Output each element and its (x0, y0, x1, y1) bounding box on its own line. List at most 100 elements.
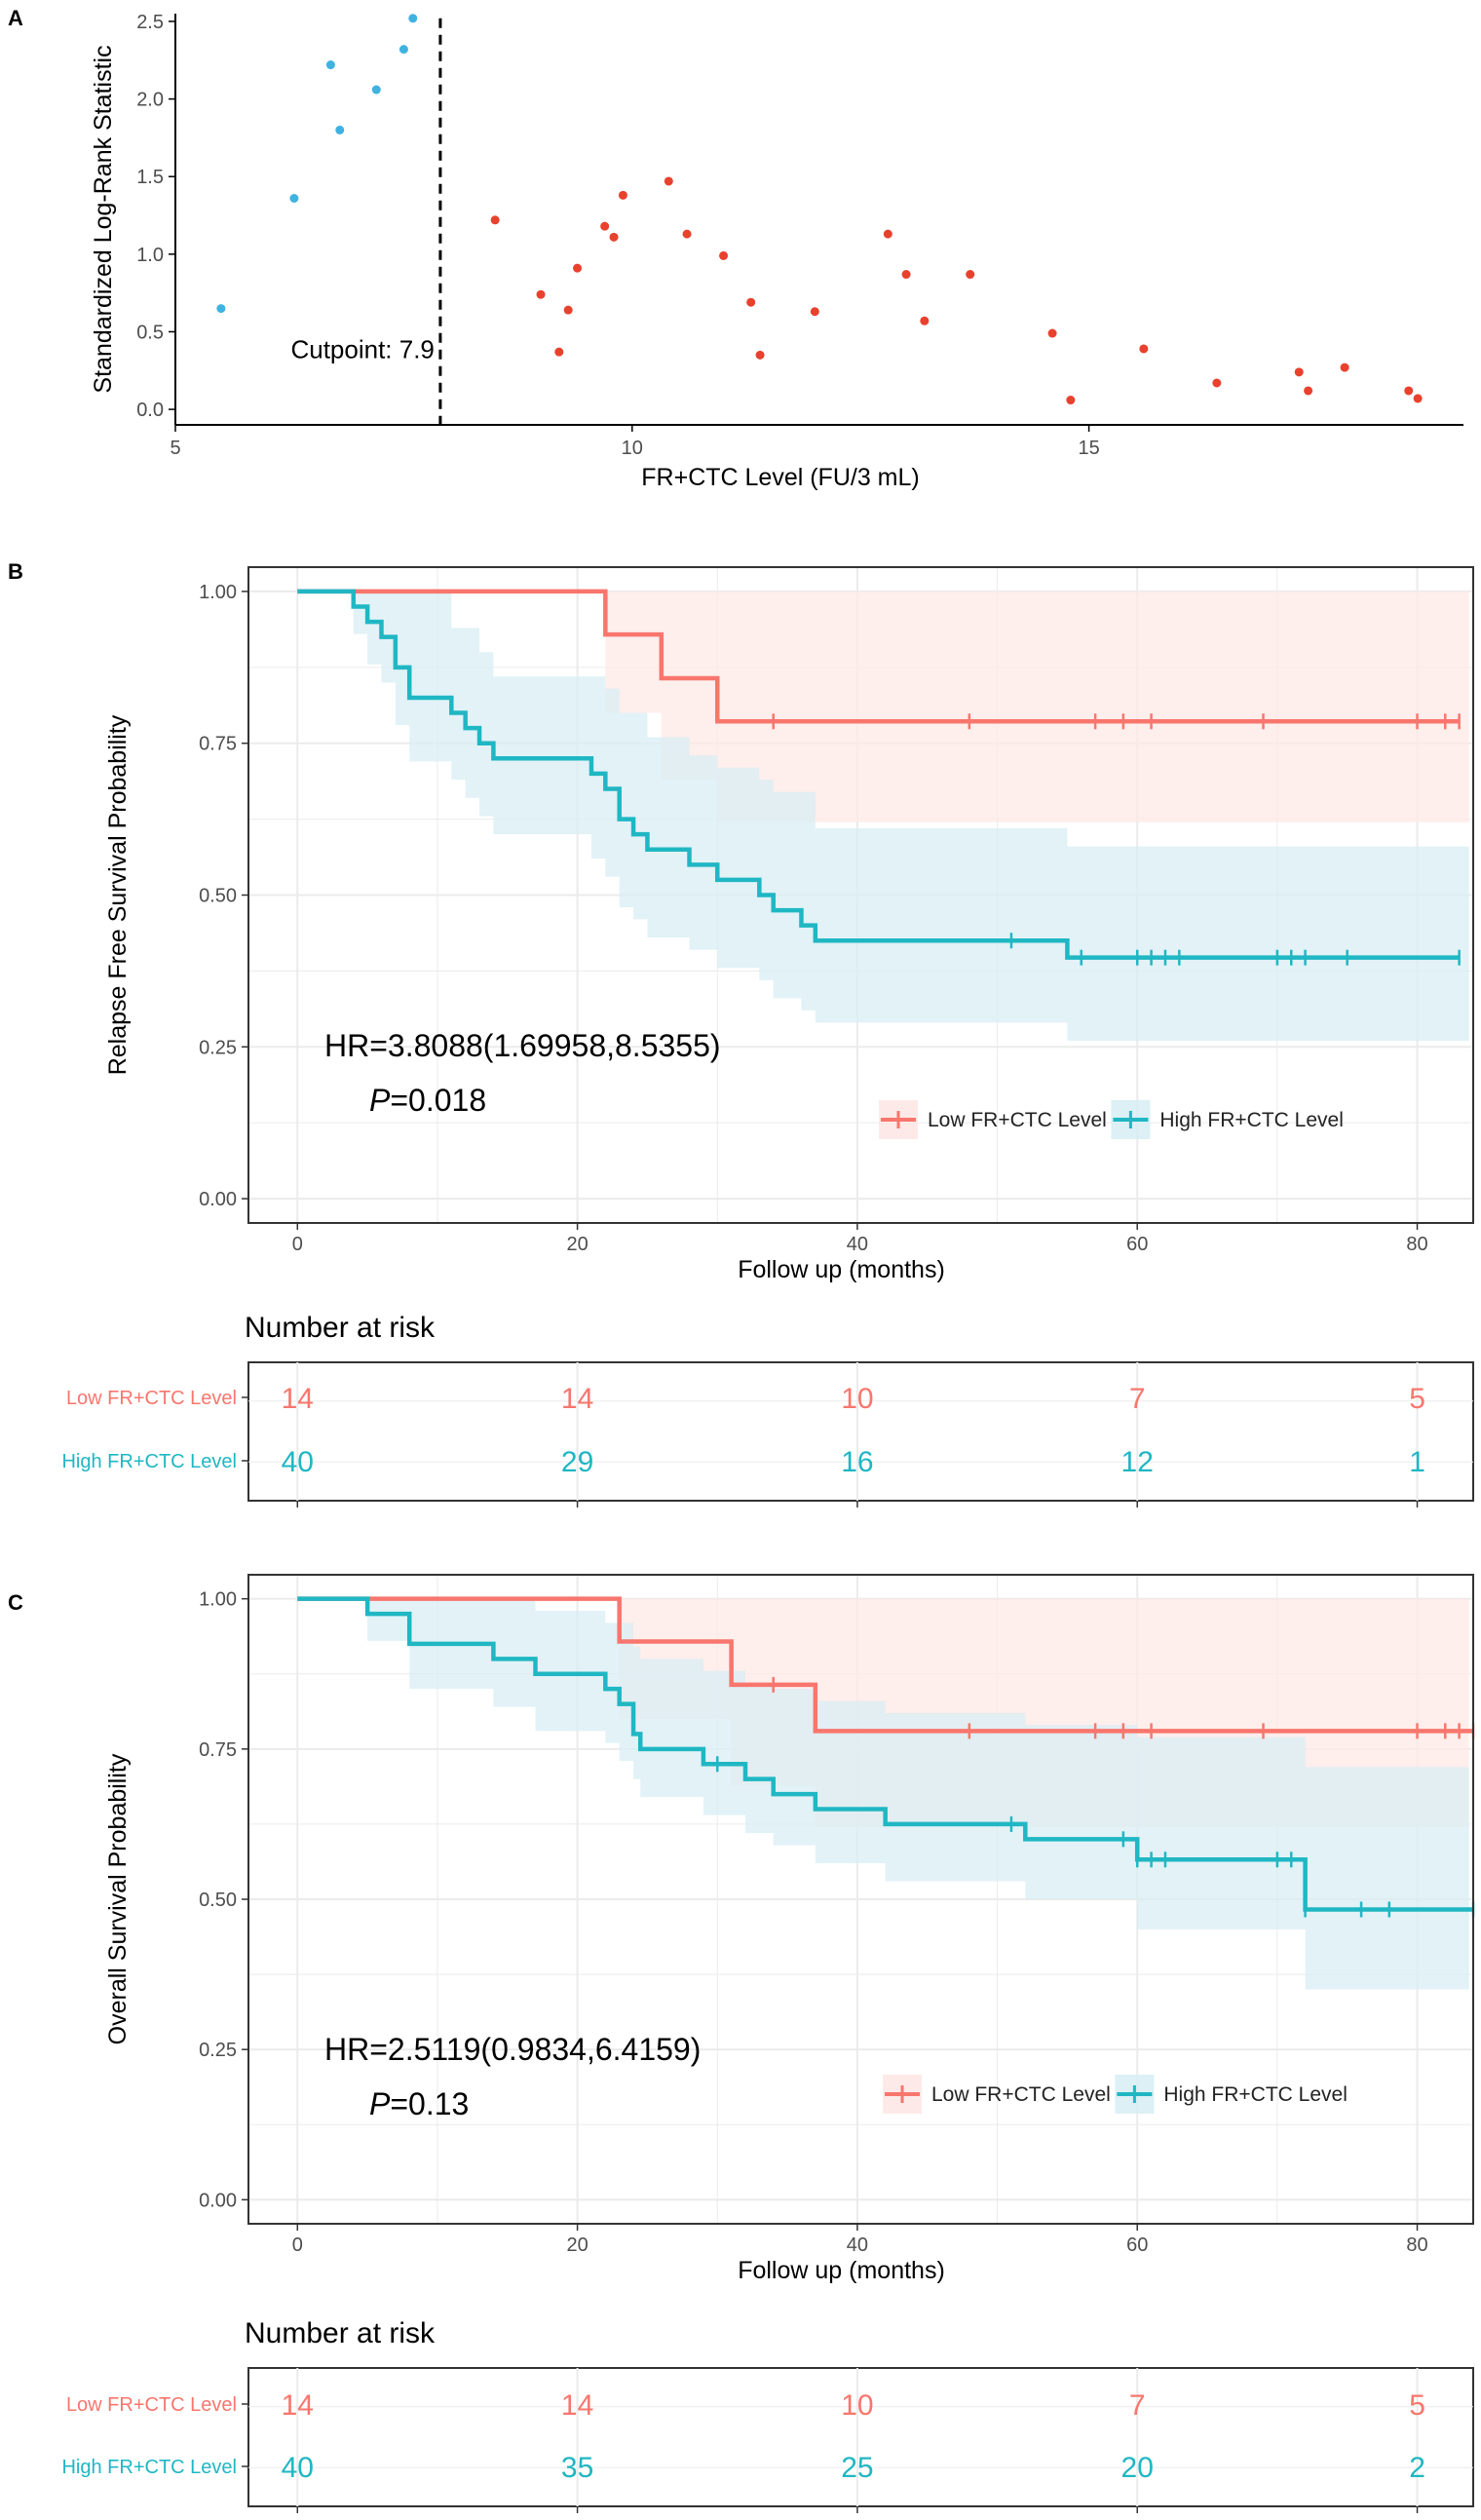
scatter-point (883, 229, 892, 239)
risk-row-label: Low FR+CTC Level (66, 2394, 237, 2416)
p-value-number: =0.018 (390, 1083, 486, 1118)
scatter-point (719, 250, 729, 260)
scatter-point (664, 176, 673, 186)
y-tick-label: 0.0 (136, 400, 164, 421)
legend-label: Low FR+CTC Level (931, 2083, 1111, 2106)
survival-curve (297, 1596, 1473, 1912)
scatter-point (1066, 396, 1076, 405)
x-tick-label: 40 (847, 2234, 868, 2256)
x-tick-label: 10 (622, 438, 643, 459)
y-tick-label: 0.25 (199, 1037, 237, 1058)
scatter-point (618, 190, 627, 200)
x-tick-label: 0 (292, 1234, 303, 1255)
cutpoint-label: Cutpoint: 7.9 (290, 335, 434, 364)
scatter-point (1047, 328, 1057, 338)
confidence-band (297, 591, 1469, 822)
risk-value: 7 (1129, 1383, 1146, 1415)
survival-curve (297, 589, 1460, 960)
risk-value: 40 (282, 1446, 314, 1478)
p-value-symbol: P (369, 1083, 391, 1118)
hazard-ratio-text: HR=3.8088(1.69958,8.5355) (324, 1028, 721, 1063)
scatter-point (1404, 386, 1414, 396)
y-tick-label: 0.00 (199, 1189, 237, 1210)
p-value-symbol: P (369, 2086, 391, 2121)
y-tick-label: 1.5 (136, 167, 164, 188)
y-tick-label: 0.25 (199, 2040, 237, 2061)
risk-value: 5 (1409, 2389, 1425, 2422)
y-tick-label: 1.00 (199, 1589, 237, 1611)
scatter-point (1139, 344, 1149, 354)
x-tick-label: 80 (1406, 1234, 1427, 1255)
risk-value: 14 (561, 2389, 593, 2422)
x-axis-title: Follow up (months) (738, 1256, 945, 1283)
risk-value: 35 (561, 2452, 593, 2484)
y-tick-label: 0.5 (136, 322, 164, 343)
confidence-band (297, 591, 1469, 1042)
scatter-point (920, 316, 930, 325)
risk-value: 25 (841, 2452, 873, 2484)
panel-c-survival-chart: 0 20 40 60 80 0.00 0.25 0.50 0.75 1.00 Follow up (… (104, 1574, 1475, 2284)
risk-table-title: Number at risk (245, 1312, 436, 1344)
y-tick-label: 0.75 (199, 1739, 237, 1761)
scatter-point (371, 85, 381, 95)
risk-value: 5 (1409, 1383, 1425, 1415)
scatter-point (399, 45, 408, 55)
x-axis-title: FR+CTC Level (FU/3 mL) (641, 464, 919, 491)
scatter-point (1413, 394, 1423, 403)
scatter-point (901, 270, 911, 280)
risk-value: 7 (1129, 2389, 1146, 2422)
x-tick-label: 5 (170, 438, 180, 459)
y-tick-label: 0.50 (199, 886, 237, 907)
scatter-point (966, 270, 975, 280)
risk-value: 1 (1409, 1446, 1425, 1478)
y-axis-title: Standardized Log-Rank Statistic (90, 45, 117, 393)
panel-c-risk-table: Number at risk Low FR+CTC Level 14 14 10 7 5 Hi… (61, 2317, 1474, 2513)
panel-b-survival-chart: 0 20 40 60 80 0.00 0.25 0.50 0.75 1.00 Follow up (… (104, 566, 1474, 1283)
y-tick-label: 0.50 (199, 1890, 237, 1911)
x-tick-label: 20 (566, 1234, 588, 1255)
scatter-point (755, 350, 765, 360)
scatter-point (609, 232, 619, 242)
scatter-point (810, 307, 819, 317)
x-tick-label: 20 (566, 2234, 588, 2256)
risk-value: 40 (282, 2452, 314, 2484)
confidence-band (297, 1598, 1473, 1990)
risk-row-label: High FR+CTC Level (61, 2457, 237, 2478)
panel-a-scatter-chart: 5 10 15 0.0 0.5 1.0 1.5 2.0 2.5 FR+CTC Level (FU/… (90, 12, 1463, 491)
risk-value: 29 (561, 1446, 593, 1478)
scatter-point (573, 263, 583, 273)
y-tick-label: 2.5 (136, 12, 164, 33)
scatter-point (600, 221, 610, 231)
scatter-point (746, 297, 756, 307)
survival-curve (297, 1596, 1473, 1734)
y-tick-label: 0.75 (199, 734, 237, 755)
risk-value: 10 (841, 1383, 873, 1415)
risk-value: 12 (1121, 1446, 1154, 1478)
x-axis-title: Follow up (months) (738, 2257, 945, 2284)
scatter-point (554, 347, 564, 357)
risk-row-label: Low FR+CTC Level (66, 1388, 237, 1409)
scatter-point (289, 194, 299, 204)
scatter-point (682, 229, 692, 239)
risk-value: 14 (561, 1383, 593, 1415)
y-tick-label: 1.0 (136, 245, 164, 266)
scatter-point (325, 60, 335, 70)
risk-value: 16 (841, 1446, 873, 1478)
p-value-text: P=0.13 (369, 2086, 469, 2121)
x-tick-label: 15 (1078, 438, 1099, 459)
p-value-text: P=0.018 (369, 1083, 486, 1118)
y-axis-title: Overall Survival Probability (104, 1753, 132, 2044)
legend-label: Low FR+CTC Level (928, 1109, 1107, 1131)
risk-table-frame (247, 1361, 1474, 1502)
scatter-point (216, 304, 226, 314)
scatter-point (536, 289, 546, 299)
x-tick-label: 0 (292, 2234, 303, 2256)
survival-curve (297, 589, 1460, 724)
scatter-point (490, 215, 500, 225)
p-value-number: =0.13 (390, 2086, 469, 2121)
risk-value: 10 (841, 2389, 873, 2422)
panel-a-letter: A (8, 6, 23, 30)
risk-value: 14 (282, 1383, 314, 1415)
scatter-point (1340, 363, 1349, 372)
